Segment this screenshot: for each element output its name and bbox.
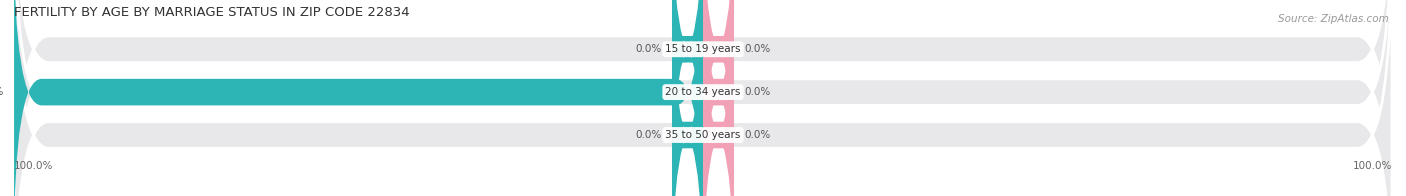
Text: 100.0%: 100.0% (0, 87, 4, 97)
Text: 0.0%: 0.0% (636, 44, 662, 54)
FancyBboxPatch shape (14, 0, 1392, 196)
FancyBboxPatch shape (14, 0, 1392, 196)
FancyBboxPatch shape (14, 0, 1392, 196)
FancyBboxPatch shape (703, 0, 734, 196)
Text: 100.0%: 100.0% (14, 161, 53, 171)
FancyBboxPatch shape (672, 0, 703, 196)
FancyBboxPatch shape (14, 0, 703, 196)
FancyBboxPatch shape (672, 0, 703, 196)
Text: 20 to 34 years: 20 to 34 years (665, 87, 741, 97)
Text: 0.0%: 0.0% (744, 130, 770, 140)
Text: Source: ZipAtlas.com: Source: ZipAtlas.com (1278, 14, 1389, 24)
Text: 35 to 50 years: 35 to 50 years (665, 130, 741, 140)
FancyBboxPatch shape (703, 0, 734, 196)
FancyBboxPatch shape (703, 0, 734, 196)
Text: 0.0%: 0.0% (744, 87, 770, 97)
Text: 0.0%: 0.0% (744, 44, 770, 54)
Text: 15 to 19 years: 15 to 19 years (665, 44, 741, 54)
Text: FERTILITY BY AGE BY MARRIAGE STATUS IN ZIP CODE 22834: FERTILITY BY AGE BY MARRIAGE STATUS IN Z… (14, 6, 409, 19)
Text: 0.0%: 0.0% (636, 130, 662, 140)
Text: 100.0%: 100.0% (1353, 161, 1392, 171)
